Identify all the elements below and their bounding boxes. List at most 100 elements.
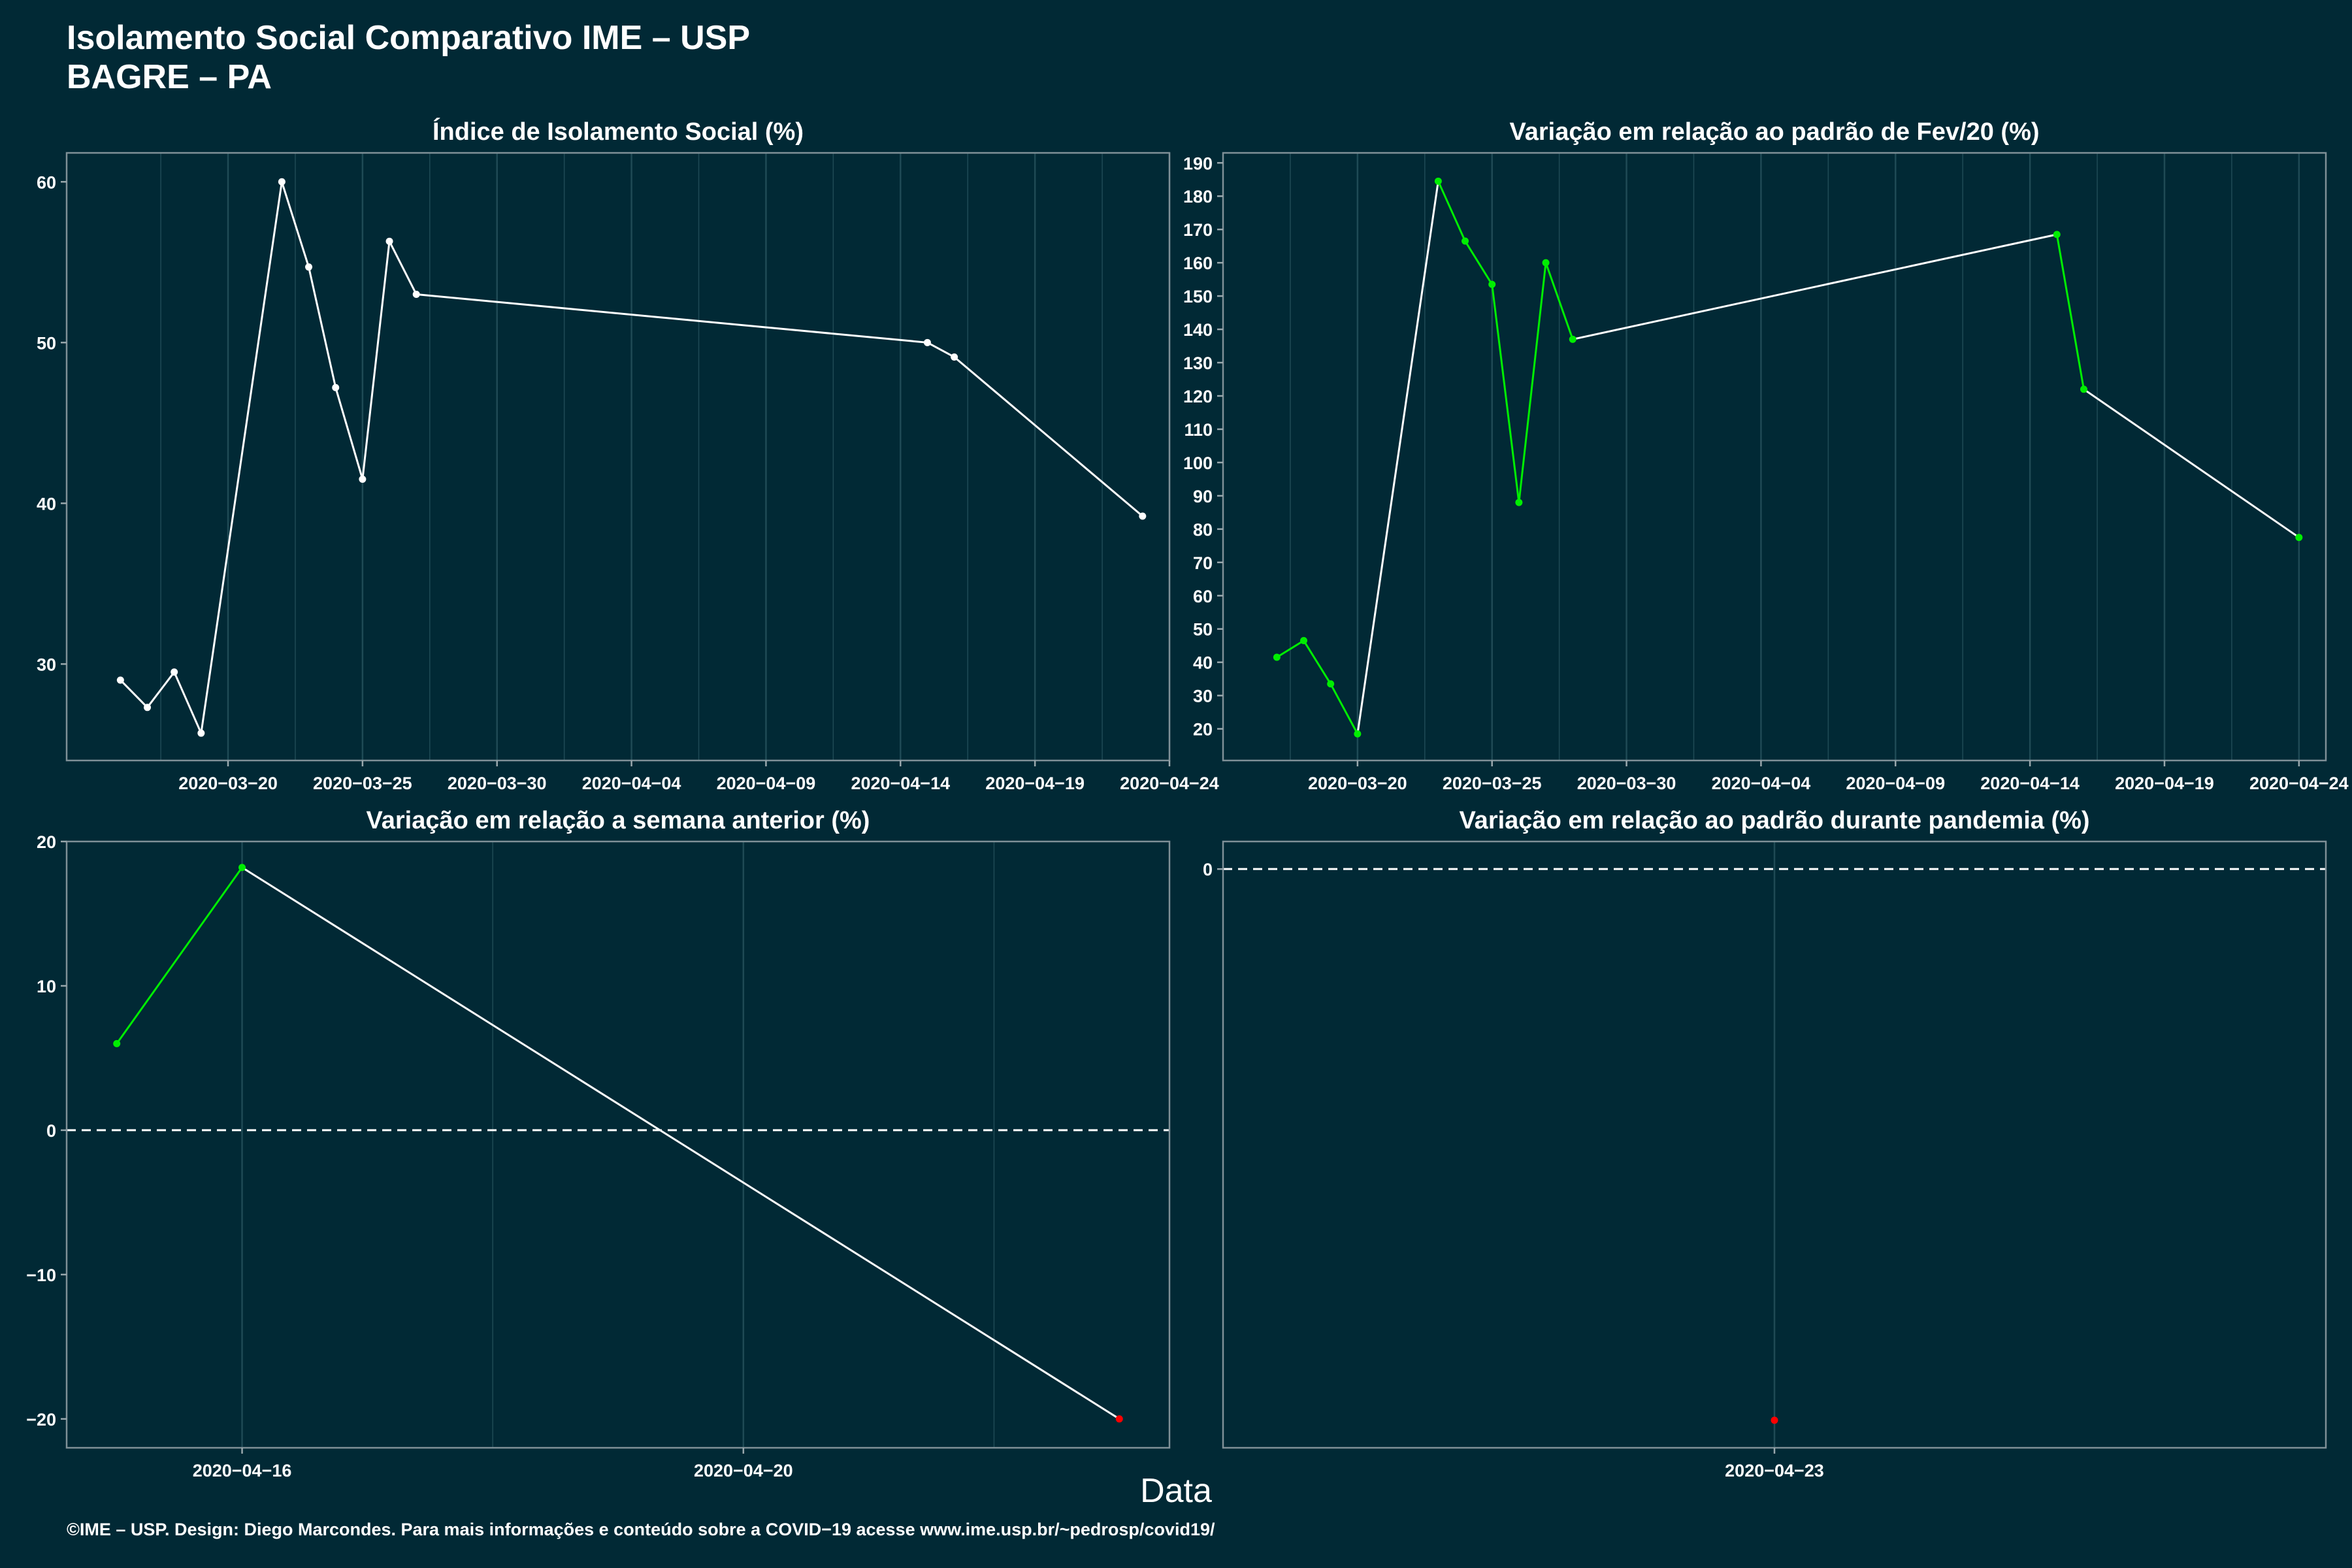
series-line-segment: [1276, 640, 1305, 659]
panel-border: [1222, 152, 2327, 762]
series-line-segment: [1437, 180, 1466, 242]
y-tick-label: 0: [1203, 860, 1213, 879]
y-tick-label: 150: [1183, 287, 1213, 306]
data-point: [2053, 231, 2061, 238]
data-point: [332, 384, 340, 391]
y-tick-label: 10: [37, 977, 56, 996]
data-point: [1354, 730, 1362, 738]
y-tick-label: 170: [1183, 220, 1213, 240]
data-point: [1115, 1415, 1123, 1423]
data-point: [1771, 1416, 1778, 1424]
y-tick-label: 70: [1193, 553, 1213, 573]
data-point: [238, 864, 246, 872]
series-line-segment: [953, 356, 1143, 517]
data-point: [1462, 237, 1469, 245]
x-tick-label: 2020−03−30: [448, 774, 547, 793]
series-line-segment: [146, 671, 175, 708]
y-tick-label: 140: [1183, 320, 1213, 340]
series-line-segment: [173, 672, 203, 734]
data-point: [1327, 680, 1335, 688]
x-tick-label: 2020−04−19: [2115, 774, 2214, 793]
y-tick-label: 20: [37, 832, 56, 852]
x-tick-label: 2020−04−14: [1980, 774, 2080, 793]
y-tick-label: 190: [1183, 154, 1213, 173]
y-tick-label: 40: [37, 494, 56, 514]
x-tick-label: 2020−04−04: [582, 774, 681, 793]
series-line-segment: [2055, 234, 2085, 390]
y-tick-label: 40: [1193, 653, 1213, 673]
series-line-segment: [116, 866, 243, 1045]
data-point: [113, 1039, 121, 1047]
panel-border: [65, 840, 1171, 1449]
y-tick-label: 30: [1193, 687, 1213, 706]
x-tick-label: 2020−04−09: [717, 774, 816, 793]
x-tick-label: 2020−03−25: [313, 774, 412, 793]
series-line-segment: [1491, 284, 1520, 503]
x-tick-label: 2020−04−09: [1846, 774, 1945, 793]
x-tick-label: 2020−03−30: [1577, 774, 1676, 793]
panel-title: Variação em relação ao padrão durante pa…: [1459, 807, 2089, 834]
x-tick-label: 2020−04−23: [1725, 1461, 1824, 1480]
series-line-segment: [926, 341, 955, 358]
y-tick-label: 180: [1183, 187, 1213, 206]
series-line-segment: [2083, 388, 2300, 538]
series-line-segment: [1544, 262, 1574, 340]
panel-title: Índice de Isolamento Social (%): [433, 117, 804, 146]
x-tick-label: 2020−04−04: [1712, 774, 1811, 793]
page-title: Isolamento Social Comparativo IME – USP: [67, 19, 751, 57]
series-line-segment: [1464, 240, 1493, 286]
y-tick-label: 30: [37, 655, 56, 674]
series-line-segment: [1572, 233, 2057, 340]
data-point: [2295, 534, 2303, 542]
y-tick-label: 60: [1193, 587, 1213, 606]
page-subtitle: BAGRE – PA: [67, 58, 272, 96]
x-tick-label: 2020−04−24: [2249, 774, 2349, 793]
series-line-segment: [1356, 181, 1439, 734]
data-point: [305, 263, 313, 271]
x-tick-label: 2020−03−25: [1443, 774, 1542, 793]
series-line-segment: [120, 679, 148, 708]
y-tick-label: 60: [37, 172, 56, 192]
x-tick-label: 2020−03−20: [1308, 774, 1407, 793]
data-point: [359, 475, 367, 483]
data-point: [2080, 385, 2087, 393]
series-line-segment: [335, 387, 364, 480]
y-tick-label: 130: [1183, 353, 1213, 373]
data-point: [197, 729, 205, 737]
y-tick-label: 0: [46, 1121, 56, 1141]
data-point: [278, 178, 286, 186]
data-point: [951, 353, 958, 361]
footer-credits: ©IME – USP. Design: Diego Marcondes. Par…: [67, 1520, 1215, 1539]
y-tick-label: 160: [1183, 253, 1213, 273]
y-tick-label: 110: [1184, 420, 1213, 440]
y-tick-label: 100: [1183, 453, 1213, 473]
data-point: [923, 338, 931, 346]
x-tick-label: 2020−03−20: [178, 774, 278, 793]
y-tick-label: 20: [1193, 720, 1213, 740]
data-point: [385, 237, 393, 245]
data-point: [1569, 335, 1576, 343]
series-line-segment: [1303, 640, 1331, 685]
series-line-segment: [416, 293, 928, 344]
data-point: [1515, 498, 1523, 506]
x-tick-label: 2020−04−24: [1120, 774, 1219, 793]
data-point: [1434, 177, 1442, 185]
panel-border: [65, 152, 1171, 762]
data-point: [1139, 512, 1147, 520]
y-tick-label: 80: [1193, 520, 1213, 540]
series-line-segment: [1330, 683, 1359, 734]
panel-title: Variação em relação ao padrão de Fev/20 …: [1509, 118, 2039, 146]
data-point: [171, 668, 178, 676]
x-tick-label: 2020−04−20: [694, 1461, 793, 1480]
y-tick-label: 90: [1193, 487, 1213, 506]
x-tick-label: 2020−04−19: [985, 774, 1085, 793]
data-point: [1542, 259, 1550, 267]
y-tick-label: 120: [1183, 387, 1213, 406]
series-line-segment: [280, 181, 310, 268]
x-axis-label: Data: [1140, 1472, 1212, 1510]
series-line-segment: [241, 866, 1120, 1420]
data-point: [1488, 280, 1496, 288]
x-tick-label: 2020−04−14: [851, 774, 950, 793]
series-line-segment: [200, 182, 283, 734]
